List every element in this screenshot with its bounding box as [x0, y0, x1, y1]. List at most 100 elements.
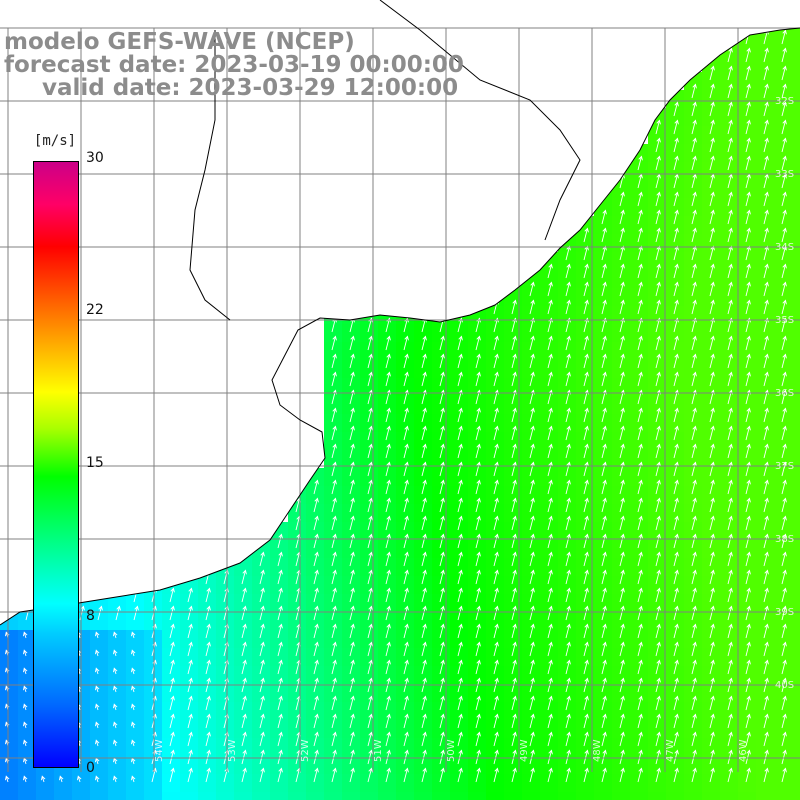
wind-arrow	[112, 721, 118, 729]
wind-arrow	[691, 101, 697, 117]
speed-cell	[360, 738, 379, 757]
wind-arrow	[709, 119, 715, 135]
speed-cell	[414, 414, 433, 433]
speed-cell	[396, 576, 415, 595]
speed-cell	[558, 342, 577, 361]
speed-cell	[144, 756, 163, 775]
speed-cell	[594, 774, 613, 793]
speed-cell	[720, 630, 739, 649]
speed-cell	[90, 738, 109, 757]
wind-arrow	[22, 739, 28, 747]
wind-arrow	[475, 731, 481, 747]
wind-arrow	[691, 497, 697, 513]
wind-arrow	[727, 443, 733, 459]
wind-arrow	[385, 623, 391, 639]
speed-cell	[576, 414, 595, 433]
wind-arrow	[655, 587, 661, 603]
wind-arrow	[565, 461, 571, 477]
speed-cell	[504, 414, 523, 433]
wind-arrow	[709, 371, 715, 387]
speed-cell	[486, 702, 505, 721]
wind-arrow	[187, 659, 193, 675]
wind-arrow	[367, 515, 373, 531]
speed-cell	[792, 558, 800, 577]
wind-arrow	[187, 623, 193, 639]
speed-cell	[774, 378, 793, 397]
wind-arrow	[763, 749, 769, 765]
wind-arrow	[367, 605, 373, 621]
wind-arrow	[601, 407, 607, 423]
wind-arrow	[565, 407, 571, 423]
wind-arrow	[601, 623, 607, 639]
speed-cell	[396, 396, 415, 415]
speed-cell	[702, 234, 721, 253]
speed-cell	[576, 630, 595, 649]
speed-cell	[792, 774, 800, 793]
wind-arrow	[439, 587, 445, 603]
speed-cell	[198, 630, 217, 649]
wind-arrow	[655, 659, 661, 675]
speed-cell	[522, 774, 541, 793]
wind-arrow	[277, 587, 283, 603]
wind-arrow	[277, 749, 283, 765]
wind-arrow	[673, 281, 679, 297]
speed-cell	[666, 792, 685, 800]
speed-cell	[684, 108, 703, 127]
speed-cell	[558, 792, 577, 800]
wind-arrow	[205, 659, 211, 675]
speed-cell	[324, 666, 343, 685]
wind-arrow	[511, 299, 517, 315]
colorbar-tick-0: 0	[86, 760, 95, 776]
speed-cell	[738, 288, 757, 307]
speed-cell	[522, 738, 541, 757]
wind-arrow	[727, 479, 733, 495]
wind-arrow	[781, 101, 787, 117]
wind-arrow	[493, 371, 499, 387]
wind-arrow	[241, 695, 247, 711]
wind-arrow	[727, 263, 733, 279]
wind-arrow	[745, 461, 751, 477]
wind-arrow	[709, 551, 715, 567]
wind-arrow	[40, 775, 46, 783]
speed-cell	[144, 612, 163, 631]
speed-cell	[360, 360, 379, 379]
wind-arrow	[187, 749, 193, 765]
wind-arrow	[619, 209, 625, 225]
wind-arrow	[115, 605, 121, 621]
speed-cell	[108, 648, 127, 667]
latitude-label: 40S	[775, 680, 794, 691]
wind-arrow	[673, 569, 679, 585]
wind-arrow	[565, 569, 571, 585]
speed-cell	[738, 378, 757, 397]
wind-arrow	[691, 155, 697, 171]
wind-arrow	[745, 533, 751, 549]
wind-arrow	[763, 623, 769, 639]
wind-arrow	[655, 497, 661, 513]
speed-cell	[558, 288, 577, 307]
speed-cell	[252, 774, 271, 793]
speed-cell	[630, 468, 649, 487]
speed-cell	[594, 396, 613, 415]
speed-cell	[270, 702, 289, 721]
wind-arrow	[691, 695, 697, 711]
speed-cell	[108, 702, 127, 721]
wind-arrow	[781, 119, 787, 135]
wind-arrow	[385, 569, 391, 585]
wind-arrow	[529, 335, 535, 351]
wind-arrow	[583, 731, 589, 747]
wind-arrow	[529, 497, 535, 513]
wind-arrow	[421, 605, 427, 621]
speed-cell	[720, 720, 739, 739]
wind-arrow	[709, 83, 715, 99]
speed-cell	[504, 576, 523, 595]
speed-cell	[414, 486, 433, 505]
wind-arrow	[745, 659, 751, 675]
speed-cell	[342, 702, 361, 721]
speed-cell	[648, 288, 667, 307]
speed-cell	[594, 342, 613, 361]
speed-cell	[468, 486, 487, 505]
speed-cell	[792, 648, 800, 667]
wind-arrow	[529, 443, 535, 459]
speed-cell	[540, 270, 559, 289]
speed-cell	[630, 576, 649, 595]
